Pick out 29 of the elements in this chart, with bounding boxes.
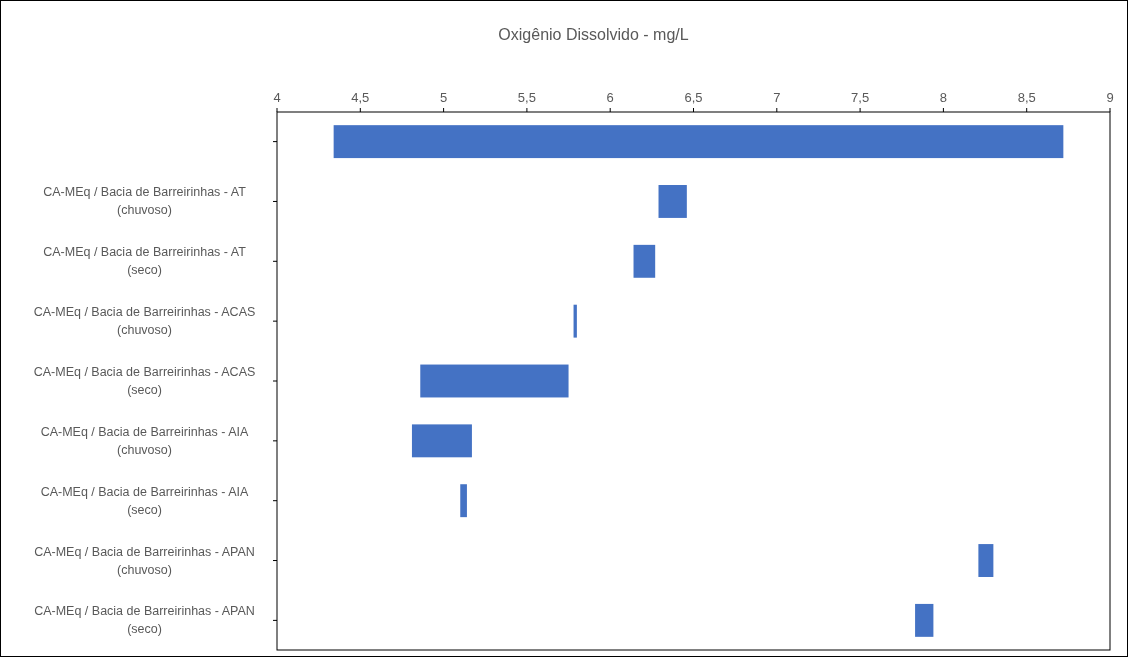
y-tick-label: CA-MEq / Bacia de Barreirinhas - ACAS (chuvoso) (33, 305, 256, 338)
x-tick-label: 5,5 (517, 90, 536, 105)
chart-title: Oxigênio Dissolvido - mg/L (498, 26, 689, 43)
bar (460, 484, 467, 518)
y-tick-label: CA-MEq / Bacia de Barreirinhas - APAN (seco) (34, 604, 255, 637)
x-tick-label: 5 (439, 90, 448, 105)
x-tick-label: 9 (1106, 90, 1114, 105)
x-tick-label: 8,5 (1017, 90, 1036, 105)
bar (333, 125, 1064, 159)
bar (420, 364, 569, 398)
y-tick-label: CA-MEq / Bacia de Barreirinhas - APAN (chuvoso) (34, 544, 255, 577)
x-tick-label: 7,5 (851, 90, 870, 105)
x-tick-label: 6 (606, 90, 614, 105)
y-tick-label: CA-MEq / Bacia de Barreirinhas - AT (seco) (43, 245, 247, 278)
bar (978, 544, 994, 577)
x-tick-label: 4,5 (351, 90, 370, 105)
y-tick-label: CA-MEq / Bacia de Barreirinhas - AIA (chuvoso) (40, 424, 250, 457)
x-tick-label: 8 (939, 90, 948, 105)
x-tick-label: 7 (773, 90, 781, 105)
x-tick-label: 4 (273, 90, 281, 105)
y-tick-label: CA-MEq / Bacia de Barreirinhas - ACAS (seco) (33, 365, 256, 397)
bar (915, 603, 934, 637)
y-tick-label: CA-MEq / Bacia de Barreirinhas - AT (chuvoso) (43, 185, 247, 218)
y-tick-label: CA-MEq / Bacia de Barreirinhas - AIA (seco) (40, 484, 250, 517)
bar (633, 244, 656, 278)
bar (573, 304, 577, 338)
bar (658, 185, 687, 218)
bar (411, 424, 472, 458)
x-tick-label: 6,5 (684, 90, 703, 105)
